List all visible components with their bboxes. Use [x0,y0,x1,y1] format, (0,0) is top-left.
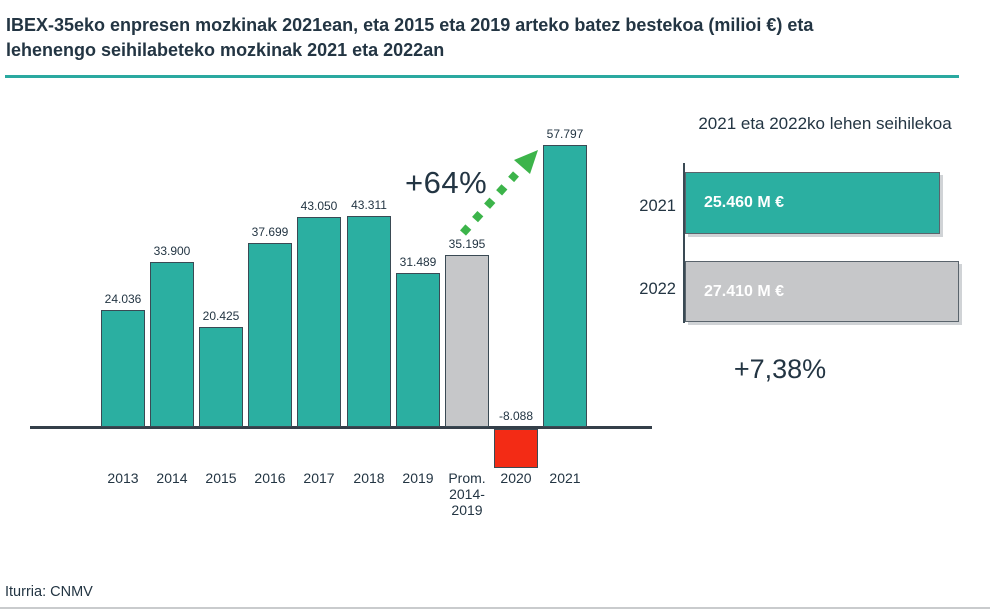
x-tick-label-2018: 2018 [353,470,385,486]
value-label-2018: 43.311 [351,198,387,212]
value-label-2013: 24.036 [104,292,142,306]
page-title-line1: IBEX-35eko enpresen mozkinak 2021ean, et… [6,15,814,35]
page-title: IBEX-35eko enpresen mozkinak 2021ean, et… [6,13,966,63]
page-title-line2: lehenengo seihilabeteko mozkinak 2021 et… [6,40,445,60]
bottom-divider [0,607,990,609]
hbar-2021: 25.460 M € [685,172,940,234]
growth-percent-annotation: +64% [405,165,488,200]
x-tick-label-Prom.: Prom. 2014- 2019 [448,470,486,518]
x-tick-label-2014: 2014 [156,470,188,486]
bar-Prom. [445,255,489,427]
bar-2015 [199,327,243,427]
x-tick-label-2013: 2013 [107,470,139,486]
growth-arrow-icon [460,150,538,236]
x-tick-label-2017: 2017 [303,470,335,486]
x-tick-label-2020: 2020 [500,470,532,486]
source-caption: Iturria: CNMV [5,584,93,600]
bar-2017 [297,217,341,427]
hbar-2022: 27.410 M € [685,261,959,322]
bar-2013 [101,310,145,427]
bar-2016 [248,243,292,427]
bar-2019 [396,273,440,427]
value-label-2019: 31.489 [399,255,437,269]
first-half-percent-annotation: +7,38% [733,354,827,384]
title-underline-rule [5,75,959,78]
hbar-2022-value: 27.410 M € [704,282,785,300]
first-half-axis-line [683,163,685,323]
x-tick-label-2019: 2019 [402,470,434,486]
bar-2014 [150,262,194,427]
value-label-2020: -8.088 [498,409,534,423]
value-label-2021: 57.797 [546,127,584,141]
year-label-2021: 2021 [639,197,676,215]
first-half-chart-title: 2021 eta 2022ko lehen seihilekoa [698,114,952,133]
value-label-2017: 43.050 [300,199,338,213]
value-label-2015: 20.425 [202,309,240,323]
x-tick-label-2021: 2021 [549,470,581,486]
bar-2018 [347,216,391,427]
x-tick-label-2016: 2016 [254,470,286,486]
value-label-2016: 37.699 [251,225,289,239]
value-label-Prom.: 35.195 [448,237,486,251]
value-label-2014: 33.900 [153,244,191,258]
bar-2021 [543,145,587,427]
x-tick-label-2015: 2015 [205,470,237,486]
hbar-2021-value: 25.460 M € [704,194,785,211]
year-label-2022: 2022 [639,280,676,298]
bar-2020 [494,429,538,468]
x-axis-baseline [30,426,652,429]
